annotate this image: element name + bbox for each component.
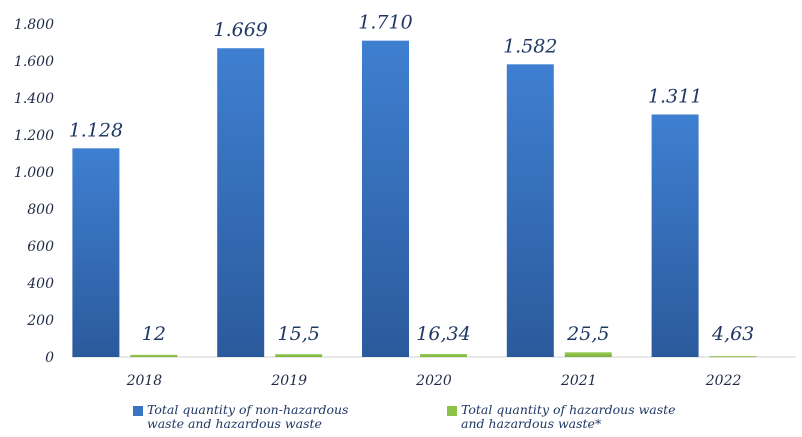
data-label: 1.128: [69, 119, 123, 141]
x-tick-label: 2022: [705, 373, 742, 389]
bar-non-hazardous-2022: [651, 114, 699, 357]
bar-chart: 0 200 400 600 800 1.000 1.200 1.400 1.600 1.800 2…: [14, 12, 796, 389]
y-tick-label: 1.600: [14, 54, 54, 70]
data-label: 25,5: [566, 323, 609, 345]
x-tick-label: 2019: [270, 373, 307, 389]
bar-hazardous-2018: [130, 354, 178, 357]
legend-swatch-blue: [133, 406, 143, 416]
bar-non-hazardous-2019: [217, 48, 265, 358]
bars: [72, 40, 757, 358]
x-axis: 2018 2019 2020 2021 2022: [72, 356, 796, 389]
x-tick-label: 2018: [126, 373, 163, 389]
y-tick-label: 1.800: [14, 17, 54, 33]
y-tick-label: 1.000: [14, 165, 54, 181]
y-tick-label: 600: [27, 239, 54, 255]
data-labels: 1.128 1.669 1.710 1.582 1.311 12 15,5 16,34 25,5…: [69, 12, 755, 345]
y-tick-label: 0: [45, 350, 54, 366]
data-label: 16,34: [416, 323, 470, 345]
legend-item-hazardous: Total quantity of hazardous waste and ha…: [447, 403, 691, 431]
data-label: 1.710: [358, 12, 412, 34]
x-tick-label: 2021: [560, 373, 597, 389]
y-tick-label: 400: [26, 276, 54, 292]
y-tick-label: 800: [27, 202, 54, 218]
bar-non-hazardous-2018: [72, 148, 120, 357]
data-label: 1.582: [503, 35, 557, 57]
data-label: 4,63: [711, 323, 754, 345]
legend-label: Total quantity of hazardous waste and ha…: [461, 402, 676, 431]
data-label: 1.669: [213, 19, 267, 41]
y-axis: 0 200 400 600 800 1.000 1.200 1.400 1.600 1.800: [14, 17, 54, 366]
data-label: 15,5: [278, 323, 320, 345]
legend: Total quantity of non-hazardous waste an…: [0, 403, 802, 437]
y-tick-label: 200: [26, 313, 54, 329]
y-tick-label: 1.400: [14, 91, 54, 107]
bar-hazardous-2021: [564, 352, 612, 357]
y-tick-label: 1.200: [14, 128, 54, 144]
bar-hazardous-2022: [709, 356, 757, 358]
bar-non-hazardous-2020: [362, 40, 409, 358]
bar-hazardous-2020: [420, 353, 467, 357]
legend-item-non-hazardous: Total quantity of non-hazardous waste an…: [133, 403, 377, 431]
legend-label: Total quantity of non-hazardous waste an…: [147, 402, 349, 431]
bar-hazardous-2019: [275, 354, 323, 357]
x-tick-label: 2020: [415, 373, 452, 389]
legend-swatch-green: [447, 406, 457, 416]
data-label: 1.311: [648, 85, 702, 107]
data-label: 12: [142, 323, 166, 345]
bar-non-hazardous-2021: [506, 64, 554, 357]
